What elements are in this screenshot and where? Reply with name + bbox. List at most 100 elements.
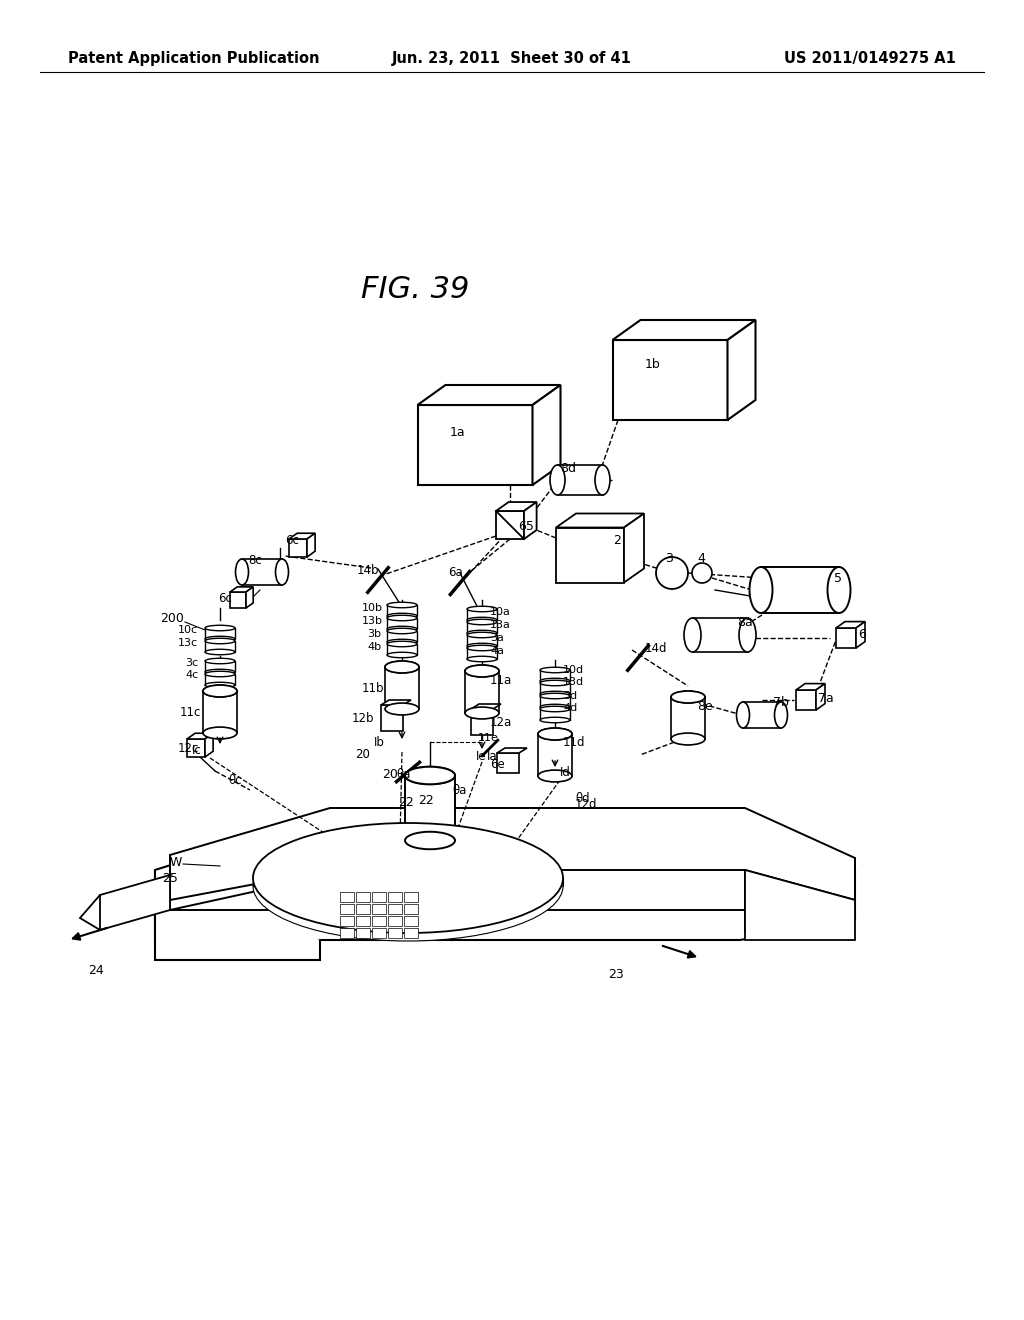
Text: 22: 22: [398, 796, 414, 808]
Ellipse shape: [467, 645, 497, 651]
Polygon shape: [556, 528, 624, 582]
Text: 4d: 4d: [563, 704, 578, 713]
Bar: [404, 904, 418, 913]
Ellipse shape: [467, 643, 497, 648]
Ellipse shape: [203, 685, 237, 697]
Text: US 2011/0149275 A1: US 2011/0149275 A1: [784, 50, 956, 66]
Bar: [388, 892, 402, 902]
Polygon shape: [170, 808, 855, 900]
Text: 4: 4: [697, 552, 705, 565]
Polygon shape: [246, 587, 253, 609]
Text: 7a: 7a: [818, 692, 834, 705]
Bar: [471, 709, 493, 735]
Bar: [540, 709, 570, 719]
Text: 5: 5: [834, 572, 842, 585]
Bar: [356, 904, 370, 913]
Ellipse shape: [540, 706, 570, 711]
Polygon shape: [418, 385, 560, 405]
Bar: [340, 904, 354, 913]
Ellipse shape: [253, 832, 563, 941]
Ellipse shape: [750, 568, 772, 612]
Circle shape: [656, 557, 688, 589]
Bar: [497, 752, 519, 774]
Text: 11c: 11c: [180, 705, 202, 718]
Text: 1b: 1b: [645, 359, 660, 371]
Polygon shape: [80, 875, 170, 931]
Ellipse shape: [465, 665, 499, 677]
Text: 13b: 13b: [362, 616, 383, 626]
Bar: [356, 916, 370, 927]
Text: 4a: 4a: [490, 645, 504, 656]
Ellipse shape: [406, 767, 455, 784]
Bar: [406, 776, 455, 841]
Bar: [387, 618, 417, 630]
Ellipse shape: [467, 632, 497, 638]
Polygon shape: [612, 319, 756, 341]
Ellipse shape: [205, 639, 234, 644]
Bar: [540, 696, 570, 708]
Bar: [467, 622, 497, 634]
Bar: [372, 892, 386, 902]
Text: W: W: [170, 855, 182, 869]
Bar: [242, 558, 282, 585]
Bar: [372, 904, 386, 913]
Text: 2: 2: [613, 533, 621, 546]
Text: 4c: 4c: [185, 671, 199, 680]
Text: 200: 200: [160, 611, 184, 624]
Ellipse shape: [595, 465, 610, 495]
Text: 10c: 10c: [178, 624, 198, 635]
Polygon shape: [418, 405, 532, 484]
Bar: [372, 916, 386, 927]
Text: 6c: 6c: [285, 533, 299, 546]
Bar: [540, 682, 570, 694]
Text: Ia: Ia: [487, 751, 498, 763]
Ellipse shape: [385, 661, 419, 673]
Text: 11a: 11a: [490, 673, 512, 686]
Ellipse shape: [387, 639, 417, 644]
Text: 10b: 10b: [362, 603, 383, 612]
Text: 6e: 6e: [490, 758, 505, 771]
Text: 13a: 13a: [490, 620, 511, 630]
Polygon shape: [496, 502, 537, 511]
Circle shape: [692, 564, 712, 583]
Ellipse shape: [385, 704, 419, 715]
Ellipse shape: [205, 626, 234, 631]
Bar: [205, 628, 234, 639]
Text: 65: 65: [518, 520, 534, 533]
Text: 11d: 11d: [563, 737, 586, 750]
Polygon shape: [155, 818, 855, 940]
Bar: [387, 605, 417, 616]
Text: 12d: 12d: [575, 799, 597, 812]
Bar: [557, 465, 602, 495]
Ellipse shape: [540, 680, 570, 686]
Bar: [692, 618, 748, 652]
Text: θa: θa: [396, 767, 411, 780]
Text: 8d: 8d: [560, 462, 575, 474]
Text: 23: 23: [608, 969, 624, 982]
Polygon shape: [612, 341, 727, 420]
Bar: [387, 644, 417, 655]
Polygon shape: [155, 870, 319, 960]
Ellipse shape: [406, 767, 455, 784]
Text: Ie: Ie: [476, 751, 486, 763]
Bar: [540, 671, 570, 681]
Text: θc: θc: [228, 774, 242, 787]
Ellipse shape: [827, 568, 851, 612]
Ellipse shape: [205, 649, 234, 655]
Ellipse shape: [387, 628, 417, 634]
Bar: [205, 675, 234, 685]
Bar: [467, 648, 497, 659]
Bar: [372, 928, 386, 939]
Ellipse shape: [467, 618, 497, 623]
Text: 3b: 3b: [367, 630, 381, 639]
Ellipse shape: [540, 717, 570, 723]
Text: 20: 20: [355, 747, 370, 760]
Ellipse shape: [671, 692, 705, 704]
Ellipse shape: [540, 678, 570, 684]
Ellipse shape: [387, 602, 417, 607]
Bar: [388, 904, 402, 913]
Bar: [404, 892, 418, 902]
Polygon shape: [556, 513, 644, 528]
Text: 22: 22: [418, 793, 434, 807]
Text: 3c: 3c: [185, 657, 198, 668]
